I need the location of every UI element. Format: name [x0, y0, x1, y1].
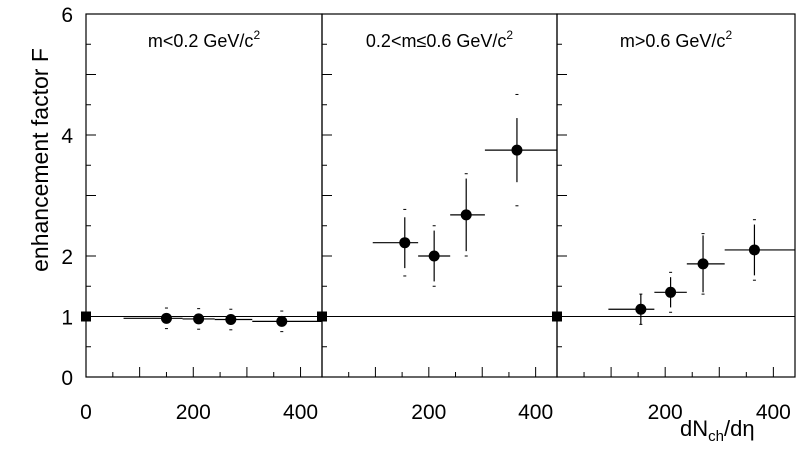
panel-2-point-1: [654, 271, 687, 313]
panel-1-point-0-marker: [399, 237, 411, 249]
reference-lines: [81, 311, 795, 322]
x-axis-label-sub: ch: [708, 428, 724, 445]
y-axis-label: enhancement factor F: [27, 48, 53, 272]
panel-1-point-3-marker: [511, 144, 523, 156]
panel-2-x-tick-label-1: 400: [756, 401, 791, 424]
panel-0-point-2-marker: [225, 314, 237, 326]
plot-frame: [85, 13, 796, 378]
panel-1-x-tick-label-1: 400: [518, 401, 553, 424]
panel-1-point-1: [418, 225, 451, 287]
panel-0-title-sup: 2: [253, 28, 260, 42]
panel-2-title-sup: 2: [725, 28, 732, 42]
panel-1-x-tick-label-0: 200: [411, 401, 446, 424]
panel-0-point-2: [214, 308, 253, 331]
y-tick-label-2: 2: [61, 246, 73, 269]
x-axis-label-main: dN: [680, 416, 708, 441]
panel-0-x-tick-label-2: 400: [283, 401, 318, 424]
panel-0-point-3-marker: [276, 315, 288, 327]
panel-0-point-0: [123, 307, 183, 330]
panel-0-title: m<0.2 GeV/c2: [148, 28, 261, 51]
y-tick-label-4: 6: [61, 4, 73, 27]
y-tick-label-3: 4: [61, 125, 73, 148]
panel-2-point-3: [724, 219, 795, 281]
x-axis-label-tail: /dη: [724, 416, 755, 441]
panel-0-x-tick-label-1: 200: [176, 401, 211, 424]
panel-0-title-main: m<0.2 GeV/c: [148, 31, 254, 51]
x-axis-label: dNch/dη: [680, 416, 755, 445]
panel-2-point-1-marker: [665, 286, 677, 298]
panel-2-title-main: m>0.6 GeV/c: [620, 31, 726, 51]
panel-1-point-3: [484, 93, 557, 207]
panel-0-point-0-marker: [160, 312, 172, 324]
tick-marks: [85, 13, 774, 378]
panel-1-point-2-marker: [460, 209, 472, 221]
data-points: [123, 93, 795, 333]
panel-1-point-1-marker: [428, 250, 440, 262]
panel-1-title-main: 0.2<m≤0.6 GeV/c: [366, 31, 506, 51]
panel-2-point-3-marker: [748, 244, 760, 256]
panel-2-x-tick-label-0: 200: [648, 401, 683, 424]
panel-1-point-0: [372, 208, 419, 277]
y-tick-label-0: 0: [61, 367, 73, 390]
panel-0-point-3: [252, 310, 322, 333]
panel-1-point-2: [450, 173, 485, 257]
panel-2-point-0: [608, 293, 655, 325]
panel-2-point-0-marker: [635, 303, 647, 315]
panel-1-title: 0.2<m≤0.6 GeV/c2: [366, 28, 513, 51]
panel-2-point-2-marker: [697, 258, 709, 270]
panel-2-title: m>0.6 GeV/c2: [620, 28, 733, 51]
panel-1-frame: [321, 13, 558, 378]
panel-0-x-tick-label-0: 0: [80, 401, 92, 424]
panel-2-point-2: [686, 233, 725, 295]
panel-2-frame: [556, 13, 796, 378]
y-tick-label-1: 1: [61, 307, 73, 330]
panel-0-point-1-marker: [193, 313, 205, 325]
panel-0-point-1: [182, 308, 215, 330]
panel-1-title-sup: 2: [506, 28, 513, 42]
